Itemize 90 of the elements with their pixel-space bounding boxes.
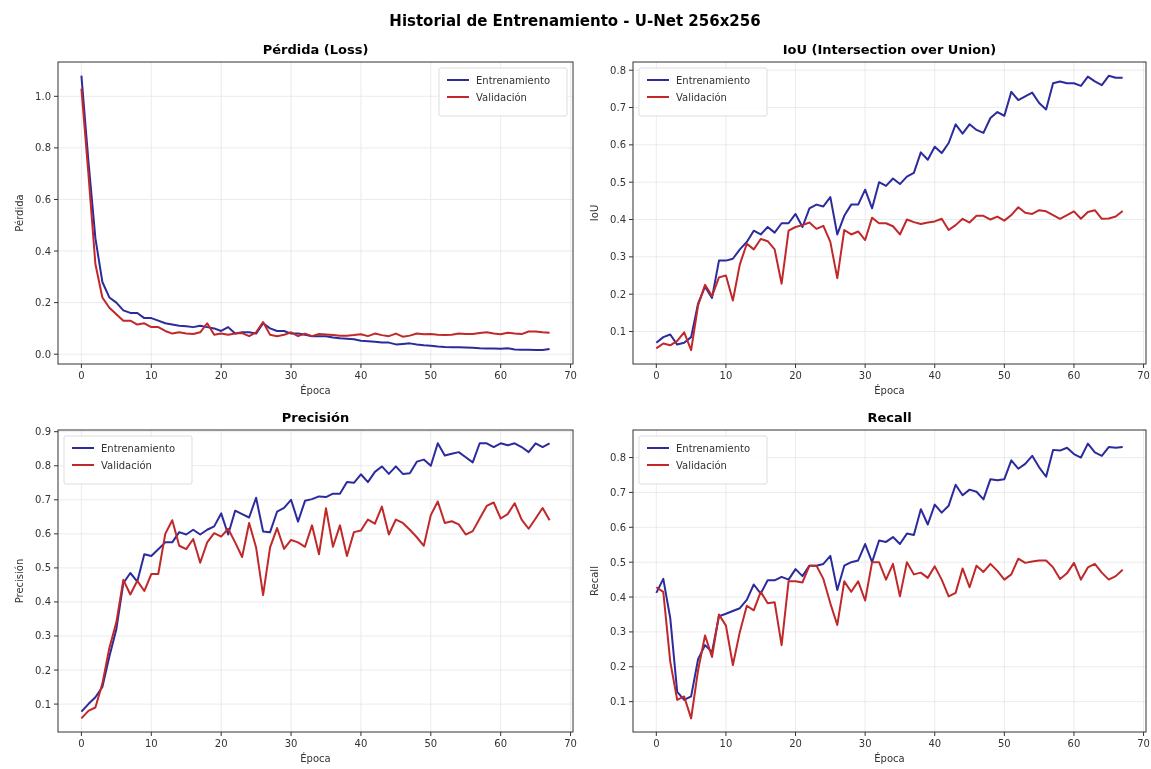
x-tick-label: 20: [789, 738, 802, 749]
y-tick-label: 0.8: [610, 64, 626, 76]
legend-label: Entrenamiento: [676, 443, 751, 454]
x-tick-label: 30: [858, 370, 872, 381]
y-tick-label: 0.4: [35, 596, 51, 608]
x-tick-label: 20: [214, 738, 228, 749]
line-series: [655, 74, 1124, 346]
x-tick-label: 70: [1137, 738, 1150, 749]
x-tick-label: 40: [928, 370, 942, 381]
y-tick-label: 0.5: [610, 556, 626, 568]
y-tick-label: 0.7: [610, 486, 626, 498]
y-tick-label: 0.4: [610, 591, 626, 603]
x-tick-label: 50: [424, 738, 438, 749]
legend-label: Entrenamiento: [476, 75, 551, 86]
y-tick-label: 0.5: [35, 562, 51, 574]
y-tick-label: 0.7: [610, 102, 626, 114]
y-tick-label: 0.2: [610, 288, 626, 300]
x-tick-label: 10: [144, 738, 158, 749]
x-axis-title: Época: [874, 752, 905, 764]
text: Historial de Entrenamiento - U-Net 256x256: [389, 12, 761, 30]
y-tick-label: 0.4: [35, 245, 51, 257]
y-tick-label: 0.8: [610, 452, 626, 464]
x-tick-label: 0: [78, 370, 85, 381]
y-axis-title: IoU: [589, 204, 600, 222]
y-tick-label: 0.6: [610, 521, 626, 533]
line-series: [80, 500, 551, 720]
y-tick-label: 0.5: [610, 176, 626, 188]
x-tick-label: 0: [78, 738, 85, 749]
y-axis-title: Precisión: [14, 558, 25, 604]
x-tick-label: 0: [653, 738, 660, 749]
legend-label: Entrenamiento: [101, 443, 176, 454]
y-tick-label: 0.3: [610, 251, 626, 263]
x-axis-title: Época: [874, 384, 905, 396]
y-tick-label: 0.2: [35, 297, 51, 309]
x-tick-label: 70: [1137, 370, 1150, 381]
y-axis-title: Recall: [589, 566, 600, 596]
x-tick-label: 60: [494, 370, 508, 381]
x-tick-label: 0: [653, 370, 660, 381]
y-tick-label: 0.6: [610, 139, 626, 151]
x-tick-label: 30: [284, 370, 298, 381]
x-tick-label: 10: [144, 370, 158, 381]
x-tick-label: 20: [789, 370, 802, 381]
y-tick-label: 0.8: [35, 460, 51, 472]
y-axis-title: Pérdida: [14, 194, 25, 232]
x-axis-title: Época: [300, 752, 331, 764]
x-tick-label: 30: [284, 738, 298, 749]
line-series: [655, 206, 1124, 352]
y-tick-label: 0.1: [35, 698, 51, 710]
x-tick-label: 10: [719, 738, 733, 749]
y-tick-label: 0.9: [35, 426, 51, 438]
x-tick-label: 60: [1067, 370, 1081, 381]
y-tick-label: 0.0: [35, 348, 51, 360]
line-series: [655, 442, 1124, 701]
chart-title: Pérdida (Loss): [262, 42, 369, 57]
legend-label: Validación: [101, 460, 152, 471]
x-tick-label: 50: [424, 370, 438, 381]
x-tick-label: 20: [214, 370, 228, 381]
x-tick-label: 70: [564, 370, 577, 381]
line-series: [655, 557, 1124, 720]
x-tick-label: 10: [719, 370, 733, 381]
chart-title: Recall: [867, 410, 912, 425]
y-tick-label: 0.6: [35, 528, 51, 540]
y-tick-label: 0.2: [610, 661, 626, 673]
x-tick-label: 60: [494, 738, 508, 749]
line-series: [80, 442, 551, 713]
x-tick-label: 60: [1067, 738, 1081, 749]
y-tick-label: 0.3: [35, 630, 51, 642]
chart-title: IoU (Intersection over Union): [782, 42, 997, 57]
legend-label: Validación: [476, 92, 527, 103]
y-tick-label: 0.3: [610, 626, 626, 638]
x-axis-title: Época: [300, 384, 331, 396]
x-tick-label: 30: [858, 738, 872, 749]
legend-label: Validación: [676, 460, 727, 471]
legend-label: Validación: [676, 92, 727, 103]
chart-title: Precisión: [281, 410, 350, 425]
x-tick-label: 40: [354, 738, 368, 749]
y-tick-label: 0.6: [35, 193, 51, 205]
y-tick-label: 0.4: [610, 214, 626, 226]
legend-label: Entrenamiento: [676, 75, 751, 86]
x-tick-label: 70: [564, 738, 577, 749]
y-tick-label: 1.0: [35, 90, 51, 102]
y-tick-label: 0.1: [610, 696, 626, 708]
x-tick-label: 40: [354, 370, 368, 381]
x-tick-label: 50: [997, 370, 1011, 381]
y-tick-label: 0.8: [35, 142, 51, 154]
y-tick-label: 0.7: [35, 494, 51, 506]
x-tick-label: 40: [928, 738, 942, 749]
y-tick-label: 0.1: [610, 326, 626, 338]
y-tick-label: 0.2: [35, 664, 51, 676]
x-tick-label: 50: [997, 738, 1011, 749]
